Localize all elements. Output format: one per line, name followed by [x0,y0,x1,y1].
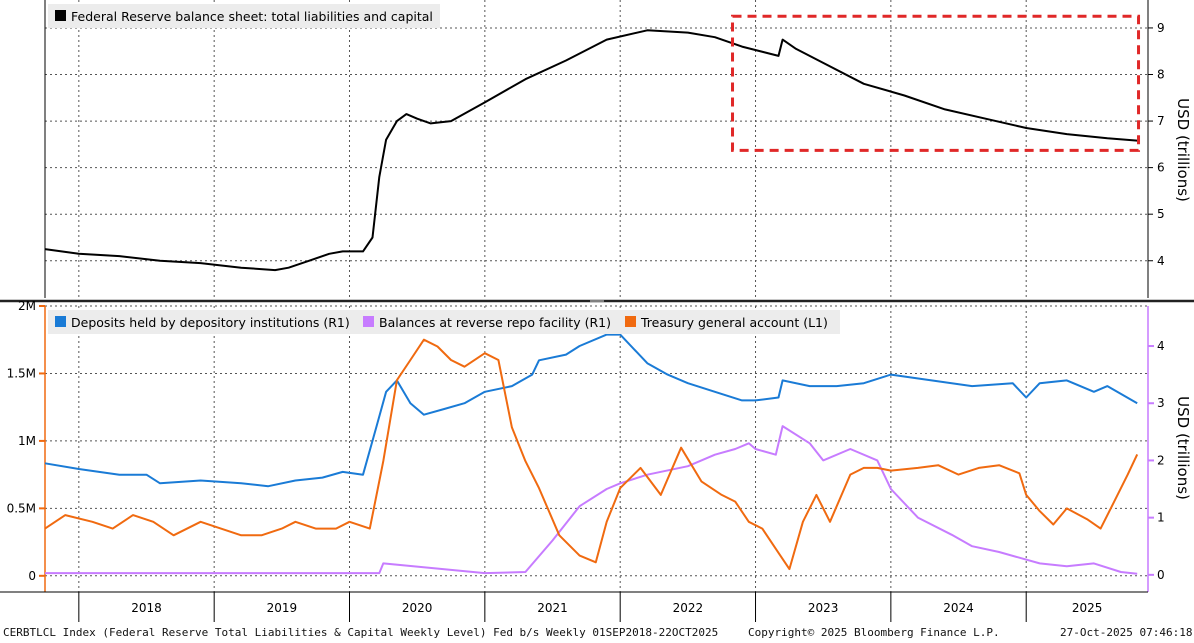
right-ytick-label: 2 [1157,453,1165,467]
footer-copyright: Copyright© 2025 Bloomberg Finance L.P. [748,626,1000,639]
legend-label-tga: Treasury general account (L1) [640,315,828,330]
x-tick-label: 2024 [943,601,974,615]
bottom-legend [48,310,840,334]
legend-label-rrp: Balances at reverse repo facility (R1) [379,315,611,330]
series-line-rrp [45,425,1138,575]
x-tick-label: 2020 [402,601,433,615]
footer-source: CERBTLCL Index (Federal Reserve Total Li… [3,626,719,639]
footer-timestamp: 27-Oct-2025 07:46:18 [1060,626,1193,639]
series-line-balance-sheet [44,29,1138,272]
top-ytick-label: 9 [1157,21,1165,35]
right-ytick-label: 1 [1157,511,1165,525]
legend-swatch-deposits [55,316,66,327]
series-line-deposits [44,333,1138,488]
legend-swatch-balance-sheet [55,10,66,21]
top-plot-area [45,0,1148,298]
right-ytick-label: 3 [1157,396,1165,410]
x-tick-label: 2022 [673,601,704,615]
chart-canvas: 4 5 6 7 8 9 Federal Reserve balance sheet: tot… [0,0,1194,622]
top-ytick-label: 4 [1157,254,1165,268]
chart-title: Federal Reserve balance sheet: total lia… [71,9,433,24]
left-ytick-label: 1M [18,434,36,448]
legend-swatch-tga [625,316,636,327]
x-tick-label: 2025 [1072,601,1103,615]
bottom-axis-label: USD (trillions) [1174,396,1192,500]
top-ytick-label: 8 [1157,68,1165,82]
left-ytick-label: 2M [18,299,36,313]
top-legend [48,4,440,28]
left-ytick-label: 0 [28,569,36,583]
left-ytick-label: 1.5M [7,366,36,380]
right-ytick-label: 4 [1157,339,1165,353]
highlight-box [731,14,1141,152]
top-ytick-label: 7 [1157,114,1165,128]
top-axis-label: USD (trillions) [1174,98,1192,202]
right-ytick-label: 0 [1157,568,1165,582]
left-ytick-label: 0.5M [7,501,36,515]
x-tick-label: 2019 [267,601,298,615]
legend-label-deposits: Deposits held by depository institutions… [71,315,350,330]
series-line-tga [44,338,1139,571]
bottom-plot-area [45,306,1148,592]
footer: CERBTLCL Index (Federal Reserve Total Li… [0,625,1194,643]
legend-swatch-rrp [363,316,374,327]
x-tick-label: 2021 [537,601,568,615]
top-ytick-label: 5 [1157,207,1165,221]
x-tick-label: 2023 [808,601,839,615]
top-ytick-label: 6 [1157,161,1165,175]
x-tick-label: 2018 [131,601,162,615]
